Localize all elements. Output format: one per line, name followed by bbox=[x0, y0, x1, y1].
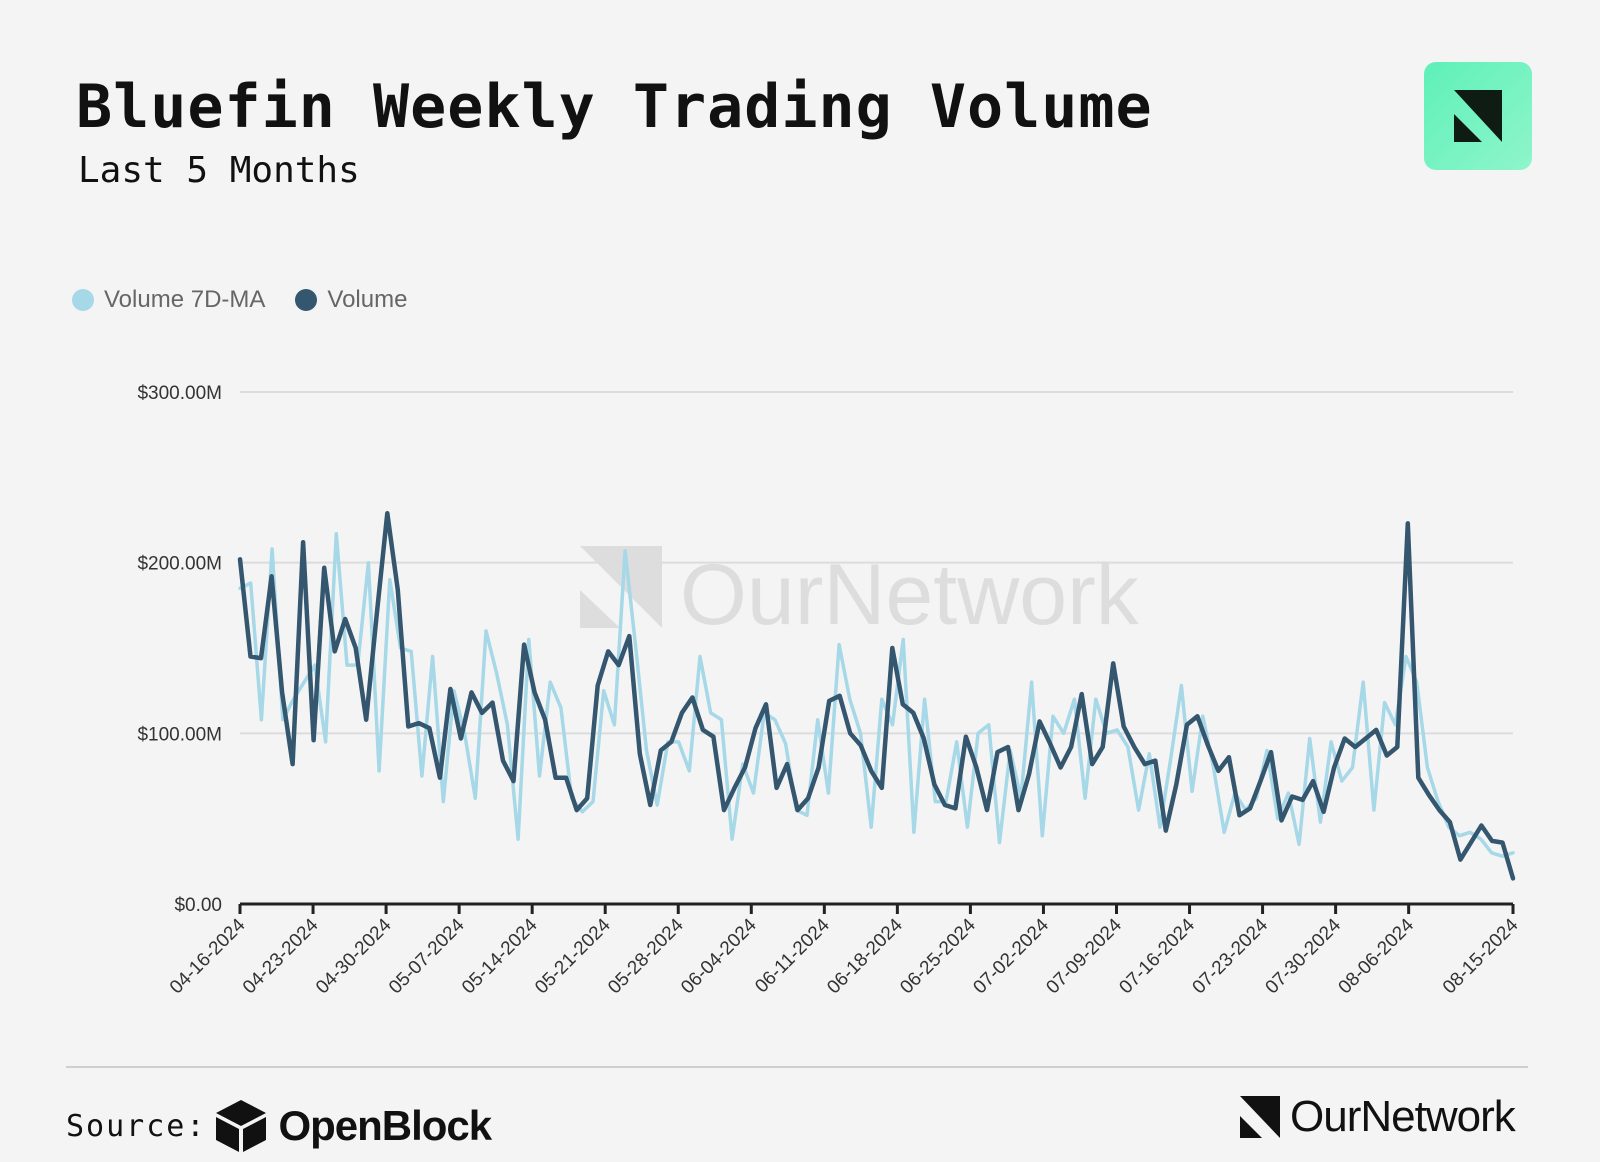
x-tick-label: 07-16-2024 bbox=[1115, 914, 1199, 998]
source-label: Source: bbox=[66, 1108, 207, 1144]
ournetwork-logo-icon bbox=[1454, 90, 1502, 142]
x-tick-label: 05-21-2024 bbox=[531, 914, 615, 998]
volume-line-chart: OurNetwork $0.00 $100.00M $200.00M $300.00M… bbox=[137, 383, 1523, 998]
page-title: Bluefin Weekly Trading Volume bbox=[76, 72, 1153, 142]
x-tick-label: 06-11-2024 bbox=[751, 914, 834, 997]
x-tick-label: 07-09-2024 bbox=[1042, 914, 1126, 998]
series-line-ma bbox=[238, 531, 1515, 858]
y-tick-label: $300.00M bbox=[137, 383, 222, 404]
legend-swatch-volume bbox=[295, 289, 318, 311]
y-tick-label: $200.00M bbox=[137, 554, 222, 575]
x-tick-label: 08-06-2024 bbox=[1335, 914, 1419, 998]
source-attribution: Source: OpenBlock bbox=[66, 1098, 492, 1154]
chart-legend: Volume 7D-MA Volume bbox=[72, 286, 407, 314]
brand-name: OurNetwork bbox=[1290, 1092, 1516, 1141]
x-tick-label: 06-25-2024 bbox=[896, 914, 980, 998]
x-tick-label: 04-30-2024 bbox=[312, 914, 396, 998]
series-line-volume bbox=[237, 510, 1516, 881]
x-tick-label: 05-28-2024 bbox=[604, 914, 688, 998]
footer-divider bbox=[66, 1066, 1528, 1068]
x-tick-label: 06-18-2024 bbox=[823, 914, 907, 998]
x-tick-label: 04-23-2024 bbox=[239, 914, 323, 998]
legend-swatch-ma bbox=[72, 289, 94, 311]
source-name[interactable]: OpenBlock bbox=[278, 1102, 492, 1149]
x-tick-label: 05-07-2024 bbox=[385, 914, 469, 998]
legend-item-volume[interactable]: Volume bbox=[295, 286, 407, 314]
ournetwork-mark-icon bbox=[1240, 1096, 1280, 1138]
y-tick-label: $100.00M bbox=[137, 724, 222, 745]
watermark: OurNetwork bbox=[580, 546, 1140, 643]
legend-item-ma[interactable]: Volume 7D-MA bbox=[72, 286, 265, 314]
x-tick-label: 07-02-2024 bbox=[969, 914, 1053, 998]
legend-label-volume: Volume bbox=[327, 286, 408, 313]
x-tick-label: 05-14-2024 bbox=[458, 914, 542, 998]
ournetwork-brand: OurNetwork bbox=[1240, 1092, 1516, 1142]
y-tick-label: $0.00 bbox=[174, 895, 222, 916]
x-tick-label: 08-15-2024 bbox=[1439, 914, 1523, 998]
x-tick-label: 04-16-2024 bbox=[166, 914, 250, 998]
x-tick-label: 07-30-2024 bbox=[1262, 914, 1346, 998]
legend-label-ma: Volume 7D-MA bbox=[104, 286, 266, 313]
openblock-cube-icon bbox=[216, 1100, 267, 1152]
x-tick-label: 07-23-2024 bbox=[1189, 914, 1273, 998]
x-tick-label: 06-04-2024 bbox=[677, 914, 761, 998]
ournetwork-logo-badge bbox=[1424, 62, 1532, 170]
watermark-text: OurNetwork bbox=[680, 547, 1140, 643]
page-subtitle: Last 5 Months bbox=[78, 150, 360, 191]
